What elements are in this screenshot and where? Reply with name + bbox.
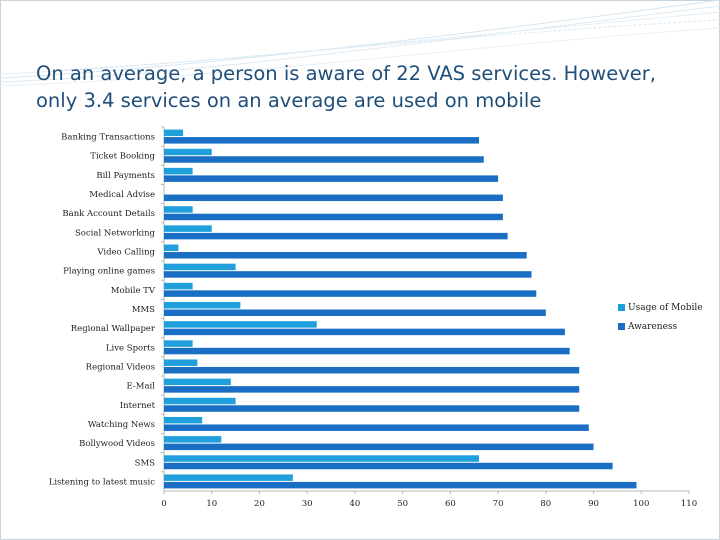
x-tick-label: 50 bbox=[397, 499, 408, 509]
category-label: Banking Transactions bbox=[61, 133, 155, 143]
bar-usage-of-mobile bbox=[164, 416, 203, 424]
bar-usage-of-mobile bbox=[164, 244, 179, 252]
bar-awareness bbox=[164, 290, 537, 297]
legend-swatch-awareness bbox=[618, 323, 625, 330]
bar-usage-of-mobile bbox=[164, 263, 236, 271]
category-label: Listening to latest music bbox=[49, 477, 156, 487]
bar-usage-of-mobile bbox=[164, 206, 193, 213]
bar-usage-of-mobile bbox=[164, 359, 198, 366]
bar-awareness bbox=[164, 481, 637, 489]
bar-awareness bbox=[164, 213, 503, 221]
bar-awareness bbox=[164, 309, 546, 316]
bar-awareness bbox=[164, 405, 580, 412]
bar-awareness bbox=[164, 443, 594, 451]
bar-awareness bbox=[164, 366, 580, 374]
title-line-1: On an average, a person is aware of 22 V… bbox=[36, 62, 656, 85]
bar-usage-of-mobile bbox=[164, 474, 293, 481]
x-tick-label: 20 bbox=[254, 499, 265, 509]
bar-usage-of-mobile bbox=[164, 455, 479, 462]
title-line-2: only 3.4 services on an average are used… bbox=[36, 89, 542, 112]
legend-label-awareness: Awareness bbox=[628, 321, 678, 332]
slide-title: On an average, a person is aware of 22 V… bbox=[36, 60, 696, 114]
bar-awareness bbox=[164, 386, 580, 393]
bar-usage-of-mobile bbox=[164, 225, 212, 232]
category-label: Playing online games bbox=[63, 267, 155, 277]
category-label: Watching News bbox=[88, 420, 155, 430]
category-label: Bank Account Details bbox=[62, 209, 155, 219]
x-tick-label: 110 bbox=[681, 499, 697, 509]
bar-usage-of-mobile bbox=[164, 340, 193, 347]
bar-awareness bbox=[164, 137, 479, 144]
bar-usage-of-mobile bbox=[164, 378, 231, 386]
category-label: Internet bbox=[120, 401, 156, 411]
bar-awareness bbox=[164, 462, 613, 470]
legend-item-usage: Usage of Mobile bbox=[618, 298, 703, 317]
bar-usage-of-mobile bbox=[164, 321, 317, 328]
category-label: Medical Advise bbox=[89, 190, 155, 200]
x-tick-label: 0 bbox=[161, 499, 166, 509]
bar-usage-of-mobile bbox=[164, 436, 222, 443]
x-tick-label: 10 bbox=[206, 499, 217, 509]
bar-awareness bbox=[164, 194, 503, 202]
bar-awareness bbox=[164, 232, 508, 240]
x-tick-label: 100 bbox=[633, 499, 649, 509]
category-label: Ticket Booking bbox=[90, 152, 155, 162]
category-label: Regional Videos bbox=[86, 362, 155, 372]
bar-usage-of-mobile bbox=[164, 129, 184, 137]
x-tick-label: 90 bbox=[588, 499, 599, 509]
bar-awareness bbox=[164, 347, 570, 355]
bar-awareness bbox=[164, 175, 499, 182]
x-tick-label: 40 bbox=[349, 499, 360, 509]
bar-usage-of-mobile bbox=[164, 397, 236, 405]
category-label: SMS bbox=[135, 458, 156, 468]
category-label: MMS bbox=[132, 305, 155, 315]
decorative-swoosh bbox=[0, 0, 720, 87]
category-label: Video Calling bbox=[96, 248, 155, 258]
legend-item-awareness: Awareness bbox=[618, 317, 703, 336]
legend-label-usage: Usage of Mobile bbox=[628, 302, 703, 313]
category-label: Bill Payments bbox=[96, 171, 155, 181]
category-label: Regional Wallpaper bbox=[71, 324, 156, 334]
legend-swatch-usage bbox=[618, 304, 625, 311]
category-label: Live Sports bbox=[106, 343, 155, 353]
category-label: Bollywood Videos bbox=[79, 439, 155, 449]
category-label: Mobile TV bbox=[111, 286, 156, 296]
bar-awareness bbox=[164, 424, 589, 431]
x-tick-label: 60 bbox=[445, 499, 456, 509]
bar-awareness bbox=[164, 252, 527, 259]
category-label: Social Networking bbox=[75, 228, 156, 238]
bar-usage-of-mobile bbox=[164, 148, 212, 156]
bar-usage-of-mobile bbox=[164, 302, 241, 309]
bar-usage-of-mobile bbox=[164, 167, 193, 175]
bar-awareness bbox=[164, 156, 484, 163]
bar-usage-of-mobile bbox=[164, 282, 193, 290]
chart-legend: Usage of Mobile Awareness bbox=[618, 298, 703, 336]
x-tick-label: 70 bbox=[493, 499, 504, 509]
x-tick-label: 30 bbox=[302, 499, 313, 509]
bar-awareness bbox=[164, 328, 565, 336]
category-label: E-Mail bbox=[127, 382, 156, 392]
x-tick-label: 80 bbox=[540, 499, 551, 509]
bar-awareness bbox=[164, 271, 532, 278]
